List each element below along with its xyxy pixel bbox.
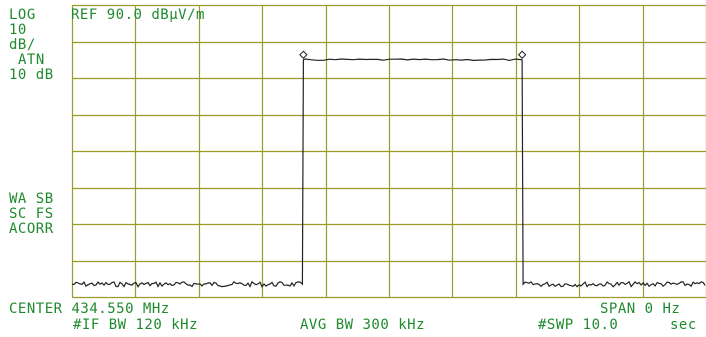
diamond-marker-icon — [517, 50, 527, 59]
acorr-label: ACORR — [9, 221, 54, 237]
center-frequency-label: CENTER 434.550 MHz — [9, 301, 170, 317]
if-bandwidth-label: #IF BW 120 kHz — [73, 317, 199, 333]
diamond-marker-icon — [299, 50, 308, 59]
attenuation-value: 10 dB — [9, 67, 54, 83]
signal-trace — [71, 58, 706, 288]
span-label: SPAN 0 Hz — [600, 301, 681, 317]
sc-fs-label: SC FS — [9, 206, 54, 222]
scale-value-label: 10 — [9, 22, 27, 38]
attenuation-label: ATN — [18, 52, 45, 68]
reference-level-label: REF 90.0 dBµV/m — [71, 7, 205, 23]
wa-sb-label: WA SB — [9, 191, 54, 207]
sweep-time-label: #SWP 10.0 — [538, 317, 619, 333]
scale-unit-label: dB/ — [9, 37, 36, 53]
average-bandwidth-label: AVG BW 300 kHz — [300, 317, 426, 333]
sweep-time-unit: sec — [670, 317, 697, 333]
log-scale-label: LOG — [9, 7, 36, 23]
